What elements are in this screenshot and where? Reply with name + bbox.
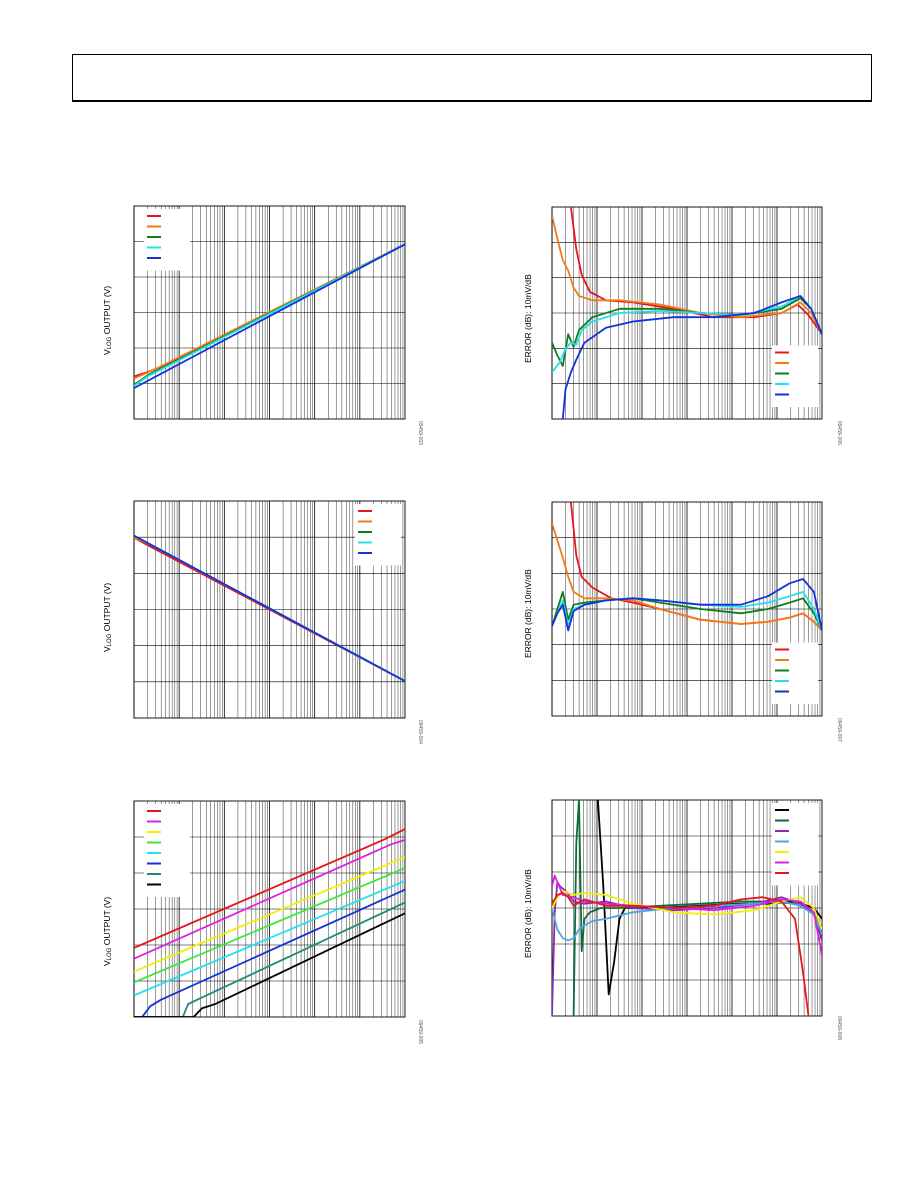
series-line-5 [561, 295, 822, 419]
series-line-3 [552, 297, 822, 367]
series-line-4 [134, 867, 405, 984]
figure-id: 09459-003 [417, 421, 423, 445]
legend-box [772, 642, 818, 704]
plot-frame [133, 205, 406, 420]
series-line-4 [552, 900, 822, 942]
figure-id: 09459-006 [836, 421, 842, 445]
legend [144, 804, 190, 897]
legend-box [144, 804, 190, 897]
series-line-1 [570, 502, 822, 632]
chart-panel-vlog-multi-temp: VLOG OUTPUT (V) 09459-005 [100, 790, 430, 1060]
series-line-5 [134, 880, 405, 997]
series-line-2 [134, 839, 405, 960]
plot-area [133, 500, 406, 719]
legend-box [355, 504, 401, 566]
series-line-3 [134, 856, 405, 973]
chart-panel-vlog-vs-input-top: VLOG OUTPUT (V) 09459-003 [100, 195, 430, 465]
series-line-8 [134, 912, 405, 1017]
legend [772, 803, 818, 886]
series-line-5 [134, 243, 405, 389]
series-group [552, 800, 822, 1016]
plot-frame [133, 800, 406, 1018]
series-line-2 [552, 215, 822, 335]
series-line-4 [134, 243, 405, 387]
legend-box [144, 209, 190, 271]
figure-id: 09459-004 [417, 720, 423, 744]
series-line-7 [134, 901, 405, 1017]
series-line-5 [552, 889, 822, 930]
legend [144, 209, 190, 271]
legend-box [772, 345, 818, 407]
series-group [134, 534, 405, 682]
series-line-3 [552, 591, 822, 631]
chart-panel-error-multi: ERROR (dB): 10mV/dB 09459-008 [520, 790, 850, 1060]
chart-panel-error-top: ERROR (dB): 10mV/dB 09459-006 [520, 195, 850, 465]
plot-area [133, 205, 406, 420]
series-line-2 [552, 523, 822, 632]
series-line-5 [134, 534, 405, 682]
plot-area [551, 206, 823, 420]
series-line-7 [552, 892, 810, 1016]
plot-frame [551, 206, 823, 420]
figure-id: 09459-005 [417, 1020, 423, 1044]
series-group [134, 243, 405, 389]
plot-area [551, 799, 823, 1017]
plot-area [551, 501, 823, 717]
series-line-6 [134, 888, 405, 1017]
legend-box [772, 803, 818, 886]
figure-id: 09459-007 [836, 718, 842, 742]
legend [772, 642, 818, 704]
chart-panel-error-middle: ERROR (dB): 10mV/dB 09459-007 [520, 490, 850, 760]
plot-frame [133, 500, 406, 719]
series-group [134, 828, 405, 1017]
chart-panel-vlog-vs-input-middle: VLOG OUTPUT (V) 09459-004 [100, 490, 430, 760]
series-group [552, 207, 822, 419]
series-line-5 [552, 578, 822, 632]
legend [355, 504, 401, 566]
plot-area [133, 800, 406, 1018]
legend [772, 345, 818, 407]
series-line-1 [570, 207, 822, 335]
series-line-4 [552, 295, 822, 373]
figure-id: 09459-008 [836, 1016, 842, 1040]
series-group [552, 502, 822, 632]
page-header-box [72, 54, 872, 102]
series-line-1 [134, 828, 405, 949]
plot-frame [551, 501, 823, 717]
